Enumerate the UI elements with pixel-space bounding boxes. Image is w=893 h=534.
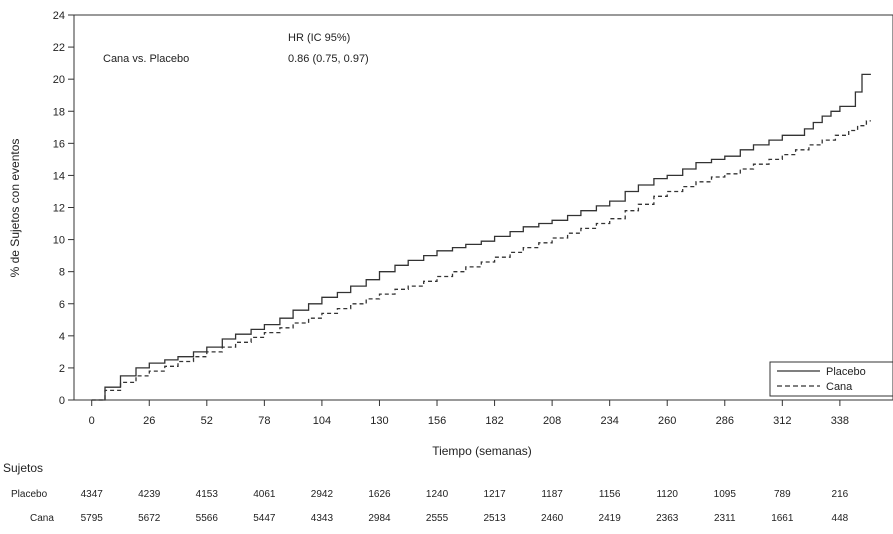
risk-row-label-cana: Cana [30, 513, 54, 524]
risk-cell-placebo-104: 2942 [311, 489, 334, 500]
x-tick-label-26: 26 [143, 415, 155, 427]
y-axis-title: % de Sujetos con eventos [8, 139, 22, 278]
x-tick-label-130: 130 [370, 415, 388, 427]
series-layer [91, 73, 871, 401]
series-line-cana [91, 120, 871, 401]
x-tick-label-182: 182 [485, 415, 503, 427]
x-axis-title: Tiempo (semanas) [432, 444, 532, 458]
risk-cell-cana-338: 448 [832, 513, 849, 524]
risk-cell-placebo-52: 4153 [196, 489, 219, 500]
y-tick-label-6: 6 [59, 299, 65, 311]
risk-cell-cana-26: 5672 [138, 513, 161, 524]
risk-cell-cana-182: 2513 [483, 513, 506, 524]
x-tick-label-208: 208 [543, 415, 561, 427]
risk-values: 4347 4239 4153 4061 2942 1626 1240 1217 1187 1156… [81, 489, 849, 524]
x-tick-label-312: 312 [773, 415, 791, 427]
risk-cell-placebo-286: 1095 [714, 489, 737, 500]
risk-row-label-placebo: Placebo [11, 489, 48, 500]
risk-table-header: Sujetos [3, 461, 43, 475]
y-tick-label-12: 12 [53, 203, 65, 215]
y-tick-label-22: 22 [53, 42, 65, 54]
risk-cell-placebo-26: 4239 [138, 489, 161, 500]
risk-cell-placebo-312: 789 [774, 489, 791, 500]
y-tick-label-8: 8 [59, 267, 65, 279]
x-tick-label-234: 234 [600, 415, 618, 427]
x-tick-label-338: 338 [831, 415, 849, 427]
risk-cell-placebo-234: 1156 [599, 489, 621, 500]
risk-cell-cana-260: 2363 [656, 513, 679, 524]
hr-value: 0.86 (0.75, 0.97) [288, 53, 369, 65]
y-tick-label-2: 2 [59, 363, 65, 375]
x-tick-label-156: 156 [428, 415, 446, 427]
risk-cell-cana-52: 5566 [196, 513, 219, 524]
plot-area-frame [73, 14, 893, 401]
risk-cell-placebo-156: 1240 [426, 489, 449, 500]
risk-cell-placebo-182: 1217 [483, 489, 506, 500]
risk-cell-cana-312: 1661 [771, 513, 794, 524]
x-tick-label-286: 286 [716, 415, 734, 427]
risk-cell-cana-78: 5447 [253, 513, 276, 524]
x-axis: 0 26 52 78 104 130 156 182 208 234 260 286 312 338 [89, 400, 849, 427]
risk-cell-placebo-130: 1626 [368, 489, 391, 500]
hr-header: HR (IC 95%) [288, 32, 350, 44]
risk-cell-placebo-208: 1187 [541, 489, 563, 500]
risk-cell-placebo-260: 1120 [656, 489, 678, 500]
y-tick-label-16: 16 [53, 138, 65, 150]
x-tick-label-104: 104 [313, 415, 331, 427]
y-tick-label-24: 24 [53, 10, 65, 22]
risk-cell-cana-286: 2311 [714, 513, 736, 524]
risk-table: Sujetos Placebo Cana 4347 4239 4153 4061 294… [3, 461, 849, 524]
series-line-placebo [91, 73, 871, 401]
legend-label-cana: Cana [826, 381, 853, 393]
risk-cell-cana-208: 2460 [541, 513, 564, 524]
y-tick-label-18: 18 [53, 106, 65, 118]
risk-cell-placebo-338: 216 [832, 489, 849, 500]
risk-cell-placebo-0: 4347 [81, 489, 104, 500]
legend: Placebo Cana [769, 361, 893, 397]
risk-cell-placebo-78: 4061 [253, 489, 276, 500]
risk-cell-cana-0: 5795 [81, 513, 104, 524]
y-tick-label-10: 10 [53, 235, 65, 247]
x-tick-label-52: 52 [201, 415, 213, 427]
x-tick-label-260: 260 [658, 415, 676, 427]
hr-comparison-label: Cana vs. Placebo [103, 53, 189, 65]
x-tick-label-78: 78 [258, 415, 270, 427]
risk-cell-cana-156: 2555 [426, 513, 449, 524]
legend-label-placebo: Placebo [826, 366, 866, 378]
x-tick-label-0: 0 [89, 415, 95, 427]
legend-box [769, 361, 893, 397]
risk-cell-cana-104: 4343 [311, 513, 334, 524]
y-tick-label-0: 0 [59, 395, 65, 407]
y-tick-label-20: 20 [53, 74, 65, 86]
risk-cell-cana-234: 2419 [599, 513, 622, 524]
risk-cell-cana-130: 2984 [368, 513, 391, 524]
y-tick-label-4: 4 [59, 331, 65, 343]
y-tick-label-14: 14 [53, 170, 65, 182]
